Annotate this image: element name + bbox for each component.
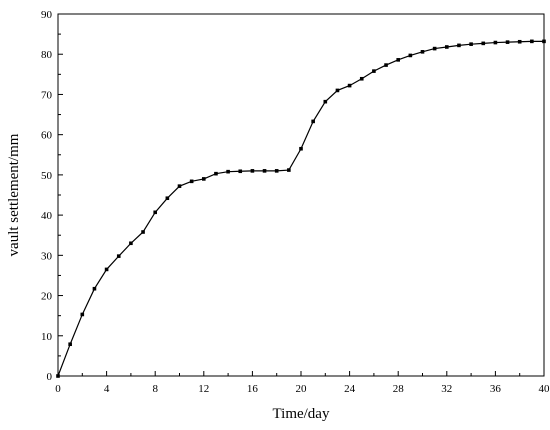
data-point bbox=[457, 43, 461, 48]
data-point bbox=[481, 41, 486, 46]
data-point bbox=[396, 58, 400, 62]
x-tick-label: 20 bbox=[296, 383, 308, 395]
data-point bbox=[469, 42, 473, 46]
y-tick-label: 80 bbox=[41, 49, 53, 61]
plot-frame bbox=[57, 13, 545, 377]
data-point bbox=[542, 39, 546, 44]
data-point bbox=[420, 50, 425, 54]
y-tick-label: 30 bbox=[41, 250, 53, 262]
y-tick-label: 70 bbox=[41, 89, 53, 101]
data-point bbox=[56, 374, 60, 378]
data-point bbox=[141, 230, 145, 234]
data-point bbox=[165, 196, 170, 201]
data-point bbox=[323, 99, 328, 104]
data-point bbox=[116, 254, 121, 258]
data-point bbox=[238, 169, 243, 174]
x-axis-label: Time/day bbox=[273, 406, 330, 422]
axis-ticks: 0 4 8 12 16 20 24 28 32 36 40 0 10 20 30 40 50 60 70 80 90 bbox=[41, 9, 550, 395]
data-point bbox=[80, 312, 85, 317]
data-point bbox=[214, 171, 218, 176]
data-point bbox=[189, 179, 194, 184]
data-point bbox=[129, 241, 133, 246]
data-point bbox=[202, 177, 206, 181]
data-point bbox=[274, 169, 279, 173]
data-point bbox=[92, 286, 97, 291]
data-point bbox=[505, 40, 510, 44]
x-tick-label: 32 bbox=[441, 383, 452, 395]
data-point bbox=[311, 119, 315, 124]
data-point bbox=[287, 168, 291, 172]
x-tick-label: 36 bbox=[490, 383, 502, 395]
data-point bbox=[262, 169, 267, 173]
x-tick-label: 24 bbox=[344, 383, 356, 395]
x-tick-label: 4 bbox=[104, 383, 110, 395]
data-point bbox=[493, 40, 498, 45]
y-tick-label: 10 bbox=[41, 331, 53, 343]
x-tick-label: 0 bbox=[55, 383, 61, 395]
y-tick-label: 90 bbox=[41, 9, 53, 21]
data-point bbox=[530, 39, 534, 44]
data-point bbox=[68, 342, 72, 347]
y-axis-label: vault settlement/mm bbox=[6, 133, 22, 256]
y-tick-label: 60 bbox=[41, 130, 53, 142]
data-point bbox=[104, 267, 109, 272]
data-point bbox=[517, 39, 522, 44]
y-tick-label: 0 bbox=[47, 371, 53, 383]
data-point bbox=[347, 83, 352, 88]
data-point bbox=[153, 210, 157, 215]
data-point bbox=[226, 169, 230, 174]
data-point bbox=[445, 45, 449, 49]
x-tick-label: 12 bbox=[198, 383, 209, 395]
data-point bbox=[408, 53, 413, 58]
data-point bbox=[432, 46, 437, 51]
x-tick-label: 8 bbox=[152, 383, 158, 395]
y-tick-label: 40 bbox=[41, 210, 53, 222]
data-point bbox=[250, 169, 255, 173]
x-tick-label: 28 bbox=[393, 383, 405, 395]
data-point bbox=[359, 76, 364, 81]
data-point bbox=[335, 88, 340, 93]
data-point bbox=[384, 63, 388, 67]
y-tick-label: 20 bbox=[41, 291, 53, 303]
data-point bbox=[177, 184, 182, 188]
x-tick-label: 40 bbox=[539, 383, 550, 395]
x-tick-label: 16 bbox=[247, 383, 259, 395]
y-tick-label: 50 bbox=[41, 170, 53, 182]
data-point bbox=[299, 146, 303, 151]
data-point bbox=[372, 69, 376, 73]
series-line bbox=[57, 40, 544, 377]
series-layer bbox=[56, 39, 546, 378]
